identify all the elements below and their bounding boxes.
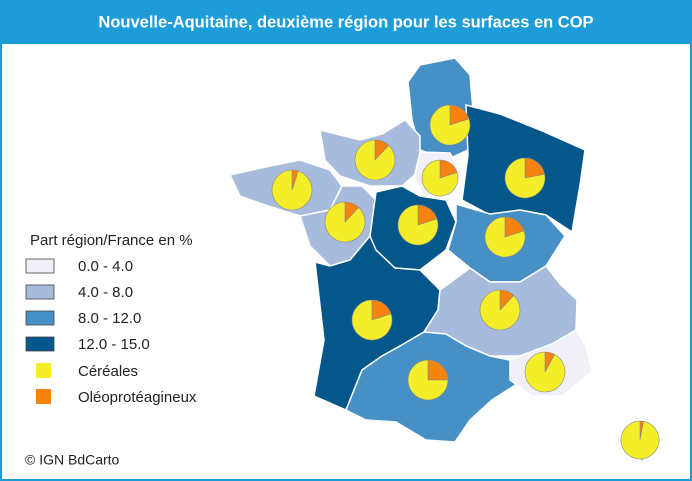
pie-slice xyxy=(354,139,396,181)
pie-slice xyxy=(620,420,660,460)
legend-swatch xyxy=(25,310,55,326)
legend-label: 0.0 - 4.0 xyxy=(78,258,133,275)
legend-label: 4.0 - 8.0 xyxy=(78,284,133,301)
pie-slice xyxy=(351,299,393,341)
pie-slice xyxy=(429,104,471,146)
pie-slice xyxy=(271,169,313,211)
legend: 0.0 - 4.0 4.0 - 8.0 8.0 - 12.0 12.0 - 15.0 C… xyxy=(25,258,197,406)
pie-slice xyxy=(524,351,566,393)
legend-swatch xyxy=(36,363,51,378)
legend-label: Oléoprotéagineux xyxy=(78,389,197,406)
legend-swatch xyxy=(36,389,51,404)
credit: © IGN BdCarto xyxy=(25,452,120,468)
legend-swatch xyxy=(25,284,55,300)
pie-slice xyxy=(407,359,449,401)
pie-slice xyxy=(484,216,526,258)
legend-title: Part région/France en % xyxy=(30,232,193,249)
map xyxy=(228,57,660,464)
pie-slice xyxy=(479,289,521,331)
pie-slice xyxy=(324,201,366,243)
legend-swatch xyxy=(25,258,55,274)
legend-label: Céréales xyxy=(78,363,138,380)
legend-label: 8.0 - 12.0 xyxy=(78,310,141,327)
pie-slice xyxy=(397,204,439,246)
title-bar xyxy=(0,0,692,44)
pie-slice xyxy=(427,359,449,381)
legend-swatch xyxy=(25,336,55,352)
pie-slice xyxy=(421,159,459,197)
pie-slice xyxy=(504,157,546,199)
legend-label: 12.0 - 15.0 xyxy=(78,336,150,353)
title: Nouvelle-Aquitaine, deuxième région pour… xyxy=(98,13,593,31)
